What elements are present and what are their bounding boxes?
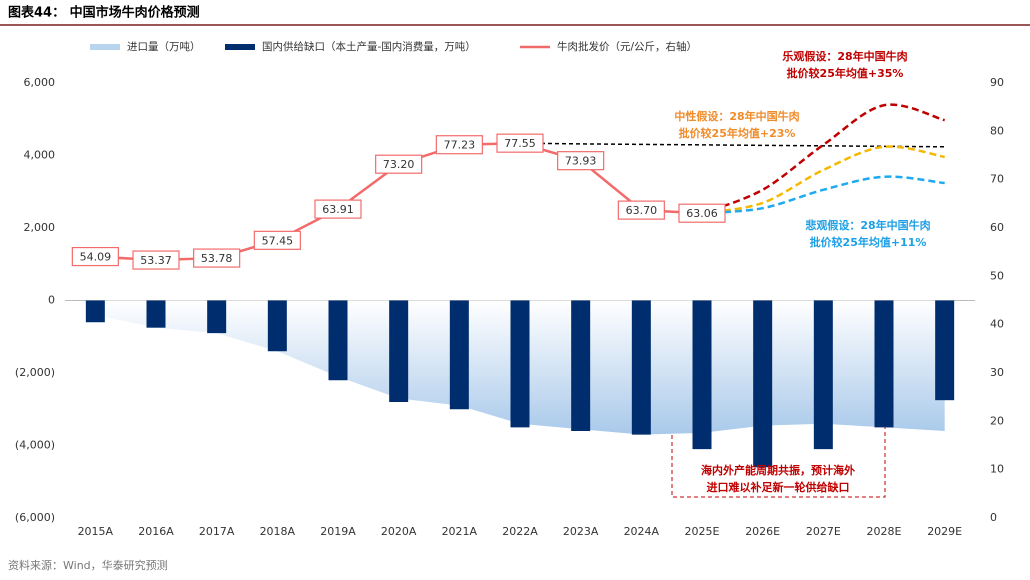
source: 资料来源：Wind，华泰研究预测 bbox=[8, 558, 168, 572]
y-tick-label: 2,000 bbox=[24, 221, 56, 234]
data-label: 77.55 bbox=[504, 137, 536, 150]
price-line bbox=[701, 145, 945, 215]
annotation: 批价较25年均值+11% bbox=[810, 235, 927, 249]
y-tick-label: 4,000 bbox=[24, 149, 56, 162]
y2-tick-label: 20 bbox=[990, 414, 1004, 427]
annotation: 悲观假设：28年中国牛肉 bbox=[805, 218, 930, 232]
label-box bbox=[496, 133, 544, 153]
legend-label: 国内供给缺口（本土产量-国内消费量，万吨） bbox=[262, 40, 476, 53]
legend-label: 牛肉批发价（元/公斤，右轴） bbox=[557, 40, 697, 53]
label-box bbox=[253, 230, 301, 250]
y2-tick-label: 90 bbox=[990, 76, 1004, 89]
x-tick-label: 2029E bbox=[927, 525, 962, 538]
label-box bbox=[435, 135, 483, 155]
y2-tick-label: 0 bbox=[990, 511, 997, 524]
x-tick-label: 2022A bbox=[502, 525, 538, 538]
bar bbox=[267, 300, 287, 352]
bar bbox=[510, 300, 530, 428]
annotation: 批价较25年均值+35% bbox=[787, 66, 904, 80]
y2-tick-label: 50 bbox=[990, 269, 1004, 282]
label-box bbox=[71, 246, 119, 267]
bar bbox=[85, 300, 105, 323]
x-tick-label: 2026E bbox=[745, 525, 780, 538]
label-box bbox=[193, 248, 241, 268]
price-line bbox=[519, 142, 945, 148]
data-label: 63.91 bbox=[322, 203, 354, 216]
data-label: 54.09 bbox=[80, 251, 112, 264]
x-tick-label: 2019A bbox=[320, 525, 356, 538]
data-label: 53.37 bbox=[140, 254, 172, 267]
legend-label: 进口量（万吨） bbox=[127, 40, 201, 53]
bar bbox=[571, 300, 591, 431]
bar bbox=[813, 300, 833, 450]
label-box bbox=[617, 200, 665, 220]
label-box bbox=[314, 199, 362, 219]
legend-swatch bbox=[225, 44, 255, 50]
annotation: 海内外产能周期共振，预计海外 bbox=[701, 463, 855, 477]
data-label: 73.20 bbox=[383, 158, 415, 171]
x-tick-label: 2017A bbox=[199, 525, 235, 538]
y2-tick-label: 70 bbox=[990, 173, 1004, 186]
bar bbox=[874, 300, 894, 428]
x-tick-label: 2020A bbox=[381, 525, 417, 538]
bar bbox=[389, 300, 409, 402]
label-box bbox=[678, 203, 726, 223]
bar bbox=[753, 300, 773, 468]
y-tick-label: 6,000 bbox=[24, 76, 56, 89]
x-tick-label: 2027E bbox=[806, 525, 841, 538]
y2-tick-label: 10 bbox=[990, 463, 1004, 476]
x-tick-label: 2024A bbox=[624, 525, 660, 538]
bar bbox=[328, 300, 348, 381]
bar bbox=[146, 300, 166, 328]
bar bbox=[935, 300, 955, 401]
label-box bbox=[557, 151, 605, 171]
price-line bbox=[701, 175, 945, 215]
annotation: 批价较25年均值+23% bbox=[679, 126, 796, 140]
annotation: 中性假设：28年中国牛肉 bbox=[674, 109, 799, 123]
x-tick-label: 2025E bbox=[685, 525, 720, 538]
data-label: 57.45 bbox=[262, 234, 294, 247]
bar bbox=[207, 300, 227, 334]
x-tick-label: 2015A bbox=[78, 525, 114, 538]
legend-swatch bbox=[90, 44, 120, 50]
x-tick-label: 2016A bbox=[138, 525, 174, 538]
data-label: 73.93 bbox=[565, 155, 597, 168]
y2-tick-label: 80 bbox=[990, 124, 1004, 137]
x-tick-label: 2023A bbox=[563, 525, 599, 538]
annotation: 进口难以补足新一轮供给缺口 bbox=[707, 480, 850, 494]
x-tick-label: 2028E bbox=[867, 525, 902, 538]
y2-tick-label: 40 bbox=[990, 318, 1004, 331]
price-line bbox=[701, 103, 946, 215]
data-label: 63.70 bbox=[626, 204, 658, 217]
annotation: 乐观假设：28年中国牛肉 bbox=[782, 49, 907, 63]
x-tick-label: 2021A bbox=[442, 525, 478, 538]
y-tick-label: (2,000) bbox=[15, 366, 55, 379]
data-label: 53.78 bbox=[201, 252, 233, 265]
x-tick-label: 2018A bbox=[260, 525, 296, 538]
label-box bbox=[375, 154, 423, 174]
y-tick-label: (4,000) bbox=[15, 439, 55, 452]
data-label: 63.06 bbox=[686, 207, 718, 220]
data-label: 77.23 bbox=[444, 139, 476, 152]
bar bbox=[631, 300, 651, 435]
label-box bbox=[132, 250, 180, 270]
y2-tick-label: 60 bbox=[990, 221, 1004, 234]
y-tick-label: 0 bbox=[48, 294, 55, 307]
chart-title: 图表44： 中国市场牛肉价格预测 bbox=[8, 5, 200, 21]
bar bbox=[692, 300, 712, 450]
y-tick-label: (6,000) bbox=[15, 511, 55, 524]
bar bbox=[449, 300, 469, 410]
y2-tick-label: 30 bbox=[990, 366, 1004, 379]
